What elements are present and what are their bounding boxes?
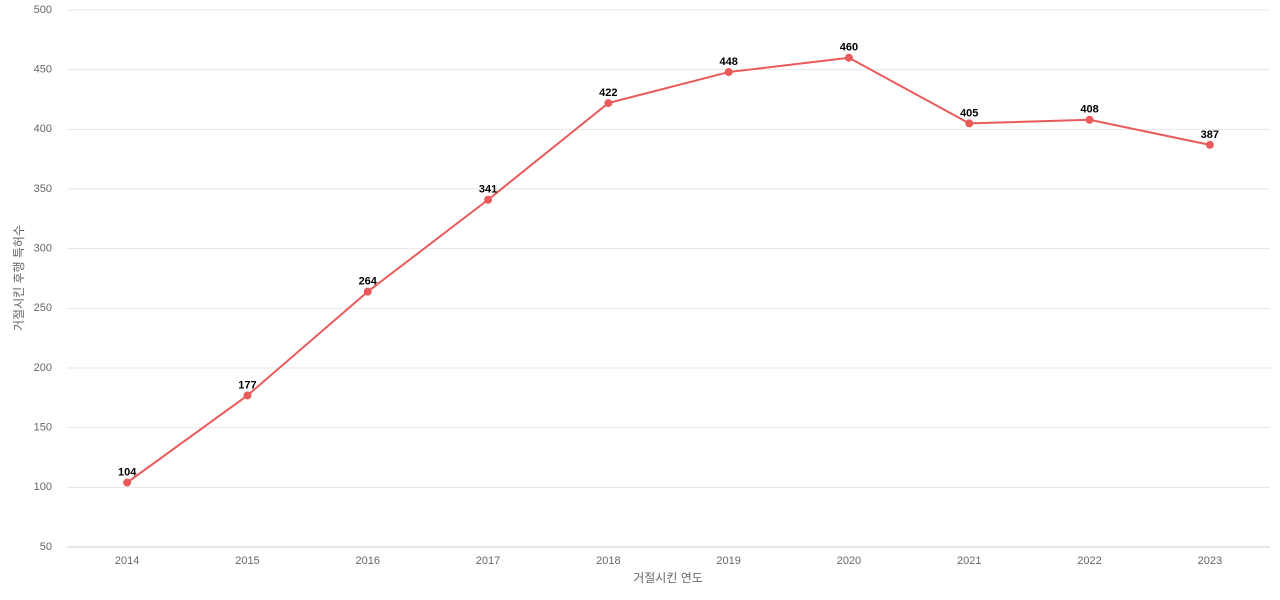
- line: [126, 56, 1211, 484]
- y-axis-label: 거절시킨 후행 특허수: [11, 225, 26, 331]
- point: [1205, 140, 1214, 149]
- y-tick-label: 350: [34, 183, 52, 195]
- x-tick-label: 2022: [1077, 555, 1101, 567]
- y-tick-label: 100: [34, 481, 52, 493]
- value-label: 104: [118, 466, 137, 478]
- point: [243, 391, 252, 400]
- value-label: 341: [479, 184, 497, 196]
- x-tick-label: 2018: [596, 555, 620, 567]
- x-tick-label: 2023: [1198, 555, 1222, 567]
- value-label: 422: [599, 87, 617, 99]
- point: [844, 53, 853, 62]
- x-tick-label: 2019: [716, 555, 740, 567]
- x-tick-label: 2016: [356, 555, 380, 567]
- value-label: 408: [1080, 104, 1098, 116]
- y-tick-label: 250: [34, 302, 52, 314]
- value-label: 387: [1201, 129, 1219, 141]
- x-axis-label: 거절시킨 연도: [633, 571, 703, 585]
- value-label: 177: [238, 379, 256, 391]
- point: [965, 119, 974, 128]
- point: [724, 68, 733, 77]
- value-label: 405: [960, 107, 978, 119]
- y-tick-label: 50: [40, 541, 52, 553]
- point: [363, 287, 372, 296]
- y-tick-label: 150: [34, 422, 52, 434]
- point: [604, 99, 613, 108]
- y-tick-label: 450: [34, 64, 52, 76]
- y-tick-label: 200: [34, 362, 52, 374]
- x-tick-label: 2015: [235, 555, 259, 567]
- x-tick-label: 2014: [115, 555, 139, 567]
- y-tick-label: 400: [34, 123, 52, 135]
- x-tick-label: 2017: [476, 555, 500, 567]
- value-label: 460: [840, 42, 858, 54]
- x-tick-label: 2021: [957, 555, 981, 567]
- value-label: 448: [719, 56, 737, 68]
- x-tick-label: 2020: [837, 555, 861, 567]
- point: [1085, 115, 1094, 124]
- y-tick-label: 300: [34, 243, 52, 255]
- point: [123, 478, 132, 487]
- y-tick-label: 500: [34, 4, 52, 16]
- value-label: 264: [359, 276, 378, 288]
- point: [484, 195, 493, 204]
